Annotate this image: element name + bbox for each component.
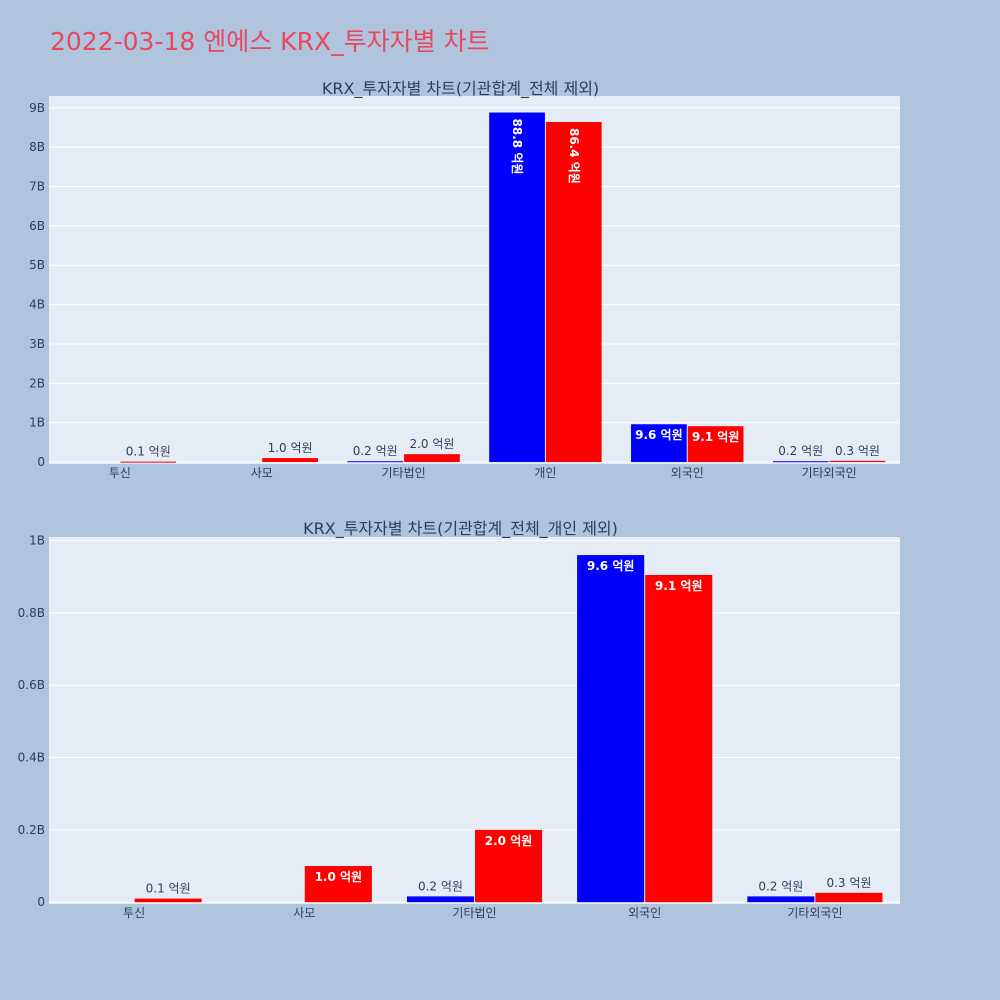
y-tick-label: 0 [37,455,45,469]
bar [631,424,687,463]
bar-label: 2.0 억원 [485,834,533,848]
bar [829,460,886,463]
bar [304,866,372,903]
y-tick-label: 5B [29,258,45,272]
bar [772,461,829,463]
plot-area [49,537,900,904]
investor-chart-excl-individual: KRX_투자자별 차트(기관합계_전체_개인 제외) 0 0.2B 0.4B 0.6B 0… [18,519,900,920]
bar-label: 86.4 억원 [567,128,581,184]
bar [545,121,602,463]
bar [262,458,318,463]
bar [134,898,202,903]
bar-label: 88.8 억원 [510,119,524,175]
y-tick-label: 1B [29,416,45,430]
y-tick-label: 4B [29,298,45,312]
y-tick-label: 0.2B [18,823,45,837]
bar-label: 0.2 억원 [353,444,398,458]
y-tick-label: 3B [29,337,45,351]
bar [347,461,404,463]
y-tick-label: 9B [29,101,45,115]
bar-label: 2.0 억원 [409,437,454,451]
bar [475,829,543,903]
bar-label: 9.1 억원 [692,430,740,444]
x-tick-label: 투신 [123,906,145,920]
bar-label: 9.6 억원 [587,559,635,573]
chart-title: KRX_투자자별 차트(기관합계_전체 제외) [322,79,599,99]
x-tick-label: 외국인 [671,466,704,480]
bar-label: 1.0 억원 [315,870,363,884]
bar-label: 0.1 억원 [146,882,191,896]
bar-label: 0.1 억원 [126,445,171,459]
y-tick-label: 8B [29,140,45,154]
y-tick-label: 0 [37,895,45,909]
x-tick-label: 투신 [109,466,131,480]
bar [489,112,545,463]
bar-label: 0.2 억원 [758,879,803,893]
y-tick-label: 0.4B [18,751,45,765]
x-tick-label: 기타외국인 [801,466,856,480]
x-tick-label: 사모 [251,466,273,480]
bar [406,896,474,903]
bar-label: 9.6 억원 [635,428,683,442]
y-tick-label: 6B [29,219,45,233]
x-tick-label: 사모 [293,906,315,920]
plot-area [49,96,900,464]
bar-label: 9.1 억원 [655,579,703,593]
bar [747,896,815,903]
x-tick-label: 기타외국인 [787,906,842,920]
bar [404,454,460,463]
bar-label: 0.3 억원 [835,444,880,458]
y-tick-label: 2B [29,376,45,390]
y-tick-label: 0.8B [18,606,45,620]
bar [120,461,177,463]
investor-chart-all: KRX_투자자별 차트(기관합계_전체 제외) 0 1B 2B 3B 4B 5B 6B 7B 8B… [29,79,900,480]
bar-label: 0.3 억원 [826,876,871,890]
x-tick-label: 개인 [534,466,556,480]
x-tick-label: 외국인 [628,906,661,920]
x-tick-label: 기타법인 [381,466,425,480]
bar [815,892,883,903]
x-tick-label: 기타법인 [452,906,496,920]
chart-title: KRX_투자자별 차트(기관합계_전체_개인 제외) [303,519,618,539]
bar-label: 0.2 억원 [778,444,823,458]
bar-label: 1.0 억원 [268,441,313,455]
page-title: 2022-03-18 엔에스 KRX_투자자별 차트 [50,27,490,56]
y-tick-label: 7B [29,180,45,194]
bar [577,555,645,903]
y-tick-label: 1B [29,534,45,548]
y-tick-label: 0.6B [18,678,45,692]
bar-label: 0.2 억원 [418,879,463,893]
bar [645,574,713,903]
bar [687,426,744,463]
